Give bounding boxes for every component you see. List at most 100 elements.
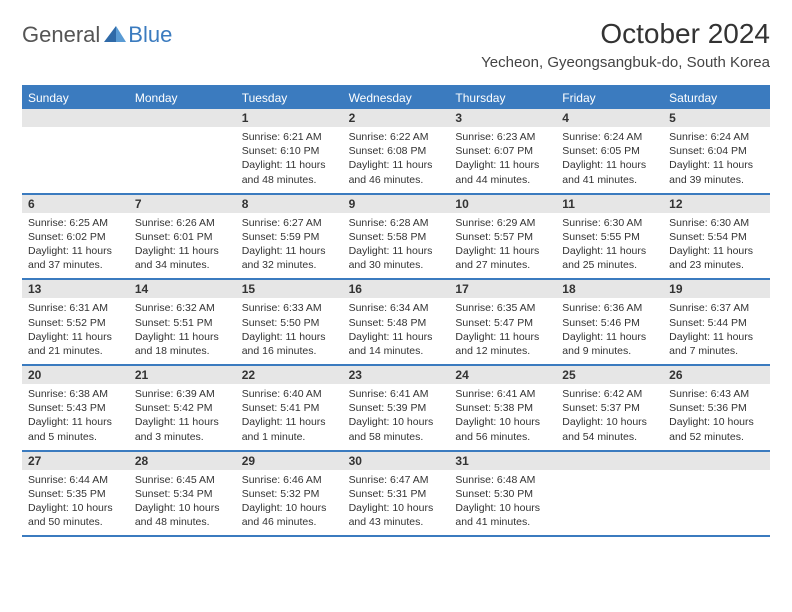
day-cell: 18Sunrise: 6:36 AMSunset: 5:46 PMDayligh…	[556, 280, 663, 364]
day-info: Sunrise: 6:43 AMSunset: 5:36 PMDaylight:…	[663, 384, 770, 450]
day-number: 29	[236, 452, 343, 470]
day-cell: 6Sunrise: 6:25 AMSunset: 6:02 PMDaylight…	[22, 195, 129, 279]
day-header: Sunday	[22, 87, 129, 109]
daylight-text: Daylight: 10 hours and 58 minutes.	[349, 415, 444, 443]
sunrise-text: Sunrise: 6:23 AM	[455, 130, 550, 144]
day-cell	[129, 109, 236, 193]
sunset-text: Sunset: 5:59 PM	[242, 230, 337, 244]
daylight-text: Daylight: 10 hours and 46 minutes.	[242, 501, 337, 529]
sunset-text: Sunset: 5:47 PM	[455, 316, 550, 330]
day-cell	[663, 452, 770, 536]
daylight-text: Daylight: 11 hours and 14 minutes.	[349, 330, 444, 358]
day-number: 15	[236, 280, 343, 298]
daylight-text: Daylight: 10 hours and 50 minutes.	[28, 501, 123, 529]
daylight-text: Daylight: 11 hours and 37 minutes.	[28, 244, 123, 272]
day-info: Sunrise: 6:45 AMSunset: 5:34 PMDaylight:…	[129, 470, 236, 536]
day-info: Sunrise: 6:28 AMSunset: 5:58 PMDaylight:…	[343, 213, 450, 279]
daylight-text: Daylight: 11 hours and 34 minutes.	[135, 244, 230, 272]
day-number: 28	[129, 452, 236, 470]
day-info: Sunrise: 6:42 AMSunset: 5:37 PMDaylight:…	[556, 384, 663, 450]
day-info: Sunrise: 6:32 AMSunset: 5:51 PMDaylight:…	[129, 298, 236, 364]
day-number: 2	[343, 109, 450, 127]
daylight-text: Daylight: 11 hours and 3 minutes.	[135, 415, 230, 443]
daylight-text: Daylight: 11 hours and 16 minutes.	[242, 330, 337, 358]
daylight-text: Daylight: 11 hours and 41 minutes.	[562, 158, 657, 186]
day-cell	[22, 109, 129, 193]
day-cell: 15Sunrise: 6:33 AMSunset: 5:50 PMDayligh…	[236, 280, 343, 364]
day-number: 24	[449, 366, 556, 384]
day-cell: 14Sunrise: 6:32 AMSunset: 5:51 PMDayligh…	[129, 280, 236, 364]
sunrise-text: Sunrise: 6:28 AM	[349, 216, 444, 230]
daylight-text: Daylight: 11 hours and 12 minutes.	[455, 330, 550, 358]
day-number: 30	[343, 452, 450, 470]
day-number	[129, 109, 236, 127]
sunrise-text: Sunrise: 6:27 AM	[242, 216, 337, 230]
day-cell: 25Sunrise: 6:42 AMSunset: 5:37 PMDayligh…	[556, 366, 663, 450]
sunrise-text: Sunrise: 6:45 AM	[135, 473, 230, 487]
day-number	[556, 452, 663, 470]
week-row: 27Sunrise: 6:44 AMSunset: 5:35 PMDayligh…	[22, 452, 770, 538]
day-info: Sunrise: 6:22 AMSunset: 6:08 PMDaylight:…	[343, 127, 450, 193]
day-cell: 28Sunrise: 6:45 AMSunset: 5:34 PMDayligh…	[129, 452, 236, 536]
sunset-text: Sunset: 5:36 PM	[669, 401, 764, 415]
sunset-text: Sunset: 5:43 PM	[28, 401, 123, 415]
daylight-text: Daylight: 11 hours and 5 minutes.	[28, 415, 123, 443]
day-cell: 5Sunrise: 6:24 AMSunset: 6:04 PMDaylight…	[663, 109, 770, 193]
day-cell: 26Sunrise: 6:43 AMSunset: 5:36 PMDayligh…	[663, 366, 770, 450]
day-cell: 21Sunrise: 6:39 AMSunset: 5:42 PMDayligh…	[129, 366, 236, 450]
sunrise-text: Sunrise: 6:31 AM	[28, 301, 123, 315]
day-cell: 11Sunrise: 6:30 AMSunset: 5:55 PMDayligh…	[556, 195, 663, 279]
daylight-text: Daylight: 11 hours and 32 minutes.	[242, 244, 337, 272]
day-cell: 19Sunrise: 6:37 AMSunset: 5:44 PMDayligh…	[663, 280, 770, 364]
sunrise-text: Sunrise: 6:34 AM	[349, 301, 444, 315]
sunset-text: Sunset: 5:39 PM	[349, 401, 444, 415]
day-number: 19	[663, 280, 770, 298]
day-info: Sunrise: 6:31 AMSunset: 5:52 PMDaylight:…	[22, 298, 129, 364]
calendar: Sunday Monday Tuesday Wednesday Thursday…	[22, 85, 770, 537]
day-number: 6	[22, 195, 129, 213]
day-info: Sunrise: 6:40 AMSunset: 5:41 PMDaylight:…	[236, 384, 343, 450]
sunset-text: Sunset: 5:52 PM	[28, 316, 123, 330]
daylight-text: Daylight: 11 hours and 21 minutes.	[28, 330, 123, 358]
logo: General Blue	[22, 18, 172, 48]
sunrise-text: Sunrise: 6:48 AM	[455, 473, 550, 487]
day-number: 31	[449, 452, 556, 470]
day-number: 4	[556, 109, 663, 127]
daylight-text: Daylight: 11 hours and 1 minute.	[242, 415, 337, 443]
day-info: Sunrise: 6:46 AMSunset: 5:32 PMDaylight:…	[236, 470, 343, 536]
day-info: Sunrise: 6:30 AMSunset: 5:55 PMDaylight:…	[556, 213, 663, 279]
sunrise-text: Sunrise: 6:36 AM	[562, 301, 657, 315]
sunset-text: Sunset: 5:31 PM	[349, 487, 444, 501]
sunrise-text: Sunrise: 6:41 AM	[455, 387, 550, 401]
sunset-text: Sunset: 6:10 PM	[242, 144, 337, 158]
day-header: Saturday	[663, 87, 770, 109]
day-number: 8	[236, 195, 343, 213]
sunrise-text: Sunrise: 6:26 AM	[135, 216, 230, 230]
daylight-text: Daylight: 11 hours and 30 minutes.	[349, 244, 444, 272]
month-title: October 2024	[481, 18, 770, 50]
location: Yecheon, Gyeongsangbuk-do, South Korea	[481, 54, 770, 71]
day-info: Sunrise: 6:27 AMSunset: 5:59 PMDaylight:…	[236, 213, 343, 279]
day-number: 11	[556, 195, 663, 213]
sunset-text: Sunset: 5:55 PM	[562, 230, 657, 244]
day-info: Sunrise: 6:29 AMSunset: 5:57 PMDaylight:…	[449, 213, 556, 279]
day-cell: 16Sunrise: 6:34 AMSunset: 5:48 PMDayligh…	[343, 280, 450, 364]
day-info: Sunrise: 6:41 AMSunset: 5:38 PMDaylight:…	[449, 384, 556, 450]
sunset-text: Sunset: 5:44 PM	[669, 316, 764, 330]
week-row: 1Sunrise: 6:21 AMSunset: 6:10 PMDaylight…	[22, 109, 770, 195]
day-number: 22	[236, 366, 343, 384]
sunset-text: Sunset: 5:38 PM	[455, 401, 550, 415]
day-header: Monday	[129, 87, 236, 109]
day-cell: 9Sunrise: 6:28 AMSunset: 5:58 PMDaylight…	[343, 195, 450, 279]
day-cell: 17Sunrise: 6:35 AMSunset: 5:47 PMDayligh…	[449, 280, 556, 364]
day-info: Sunrise: 6:38 AMSunset: 5:43 PMDaylight:…	[22, 384, 129, 450]
sunrise-text: Sunrise: 6:24 AM	[669, 130, 764, 144]
day-info: Sunrise: 6:21 AMSunset: 6:10 PMDaylight:…	[236, 127, 343, 193]
day-cell: 31Sunrise: 6:48 AMSunset: 5:30 PMDayligh…	[449, 452, 556, 536]
day-cell: 8Sunrise: 6:27 AMSunset: 5:59 PMDaylight…	[236, 195, 343, 279]
daylight-text: Daylight: 10 hours and 43 minutes.	[349, 501, 444, 529]
day-header: Thursday	[449, 87, 556, 109]
sunset-text: Sunset: 5:34 PM	[135, 487, 230, 501]
day-number: 20	[22, 366, 129, 384]
day-cell: 7Sunrise: 6:26 AMSunset: 6:01 PMDaylight…	[129, 195, 236, 279]
